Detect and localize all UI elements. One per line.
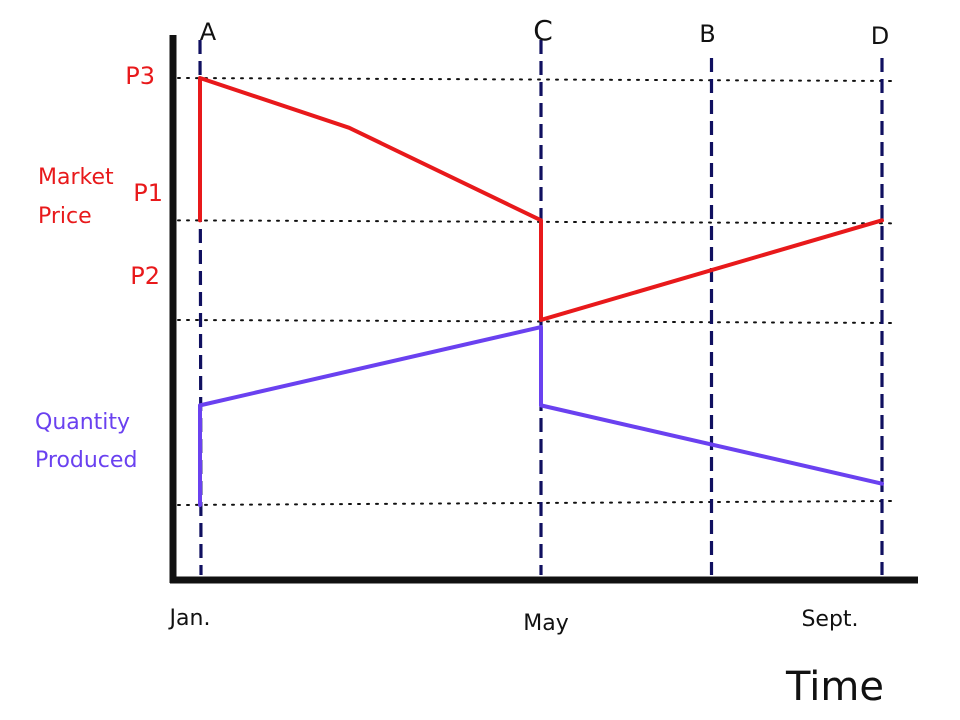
reference-line-p3 <box>177 77 896 82</box>
y-level-label-p3: P3 <box>125 62 155 90</box>
series-line-market-price <box>198 76 884 322</box>
reference-line-baseline <box>177 500 896 506</box>
reference-line-p1 <box>177 219 896 225</box>
series-line-quantity-produced <box>198 325 884 507</box>
marker-label-d: D <box>871 22 889 50</box>
labels: A C B D P3 P1 P2 Market Price Quantity Produced Jan… <box>35 14 889 710</box>
x-tick-label-may: May <box>523 611 568 636</box>
x-tick-label-sept: Sept. <box>801 607 858 632</box>
reference-line-p2 <box>177 318 896 324</box>
series-label-market-price-line1: Market <box>38 165 114 190</box>
x-axis-title: Time <box>785 664 884 710</box>
marker-label-b: B <box>699 20 715 48</box>
axes <box>169 35 918 584</box>
reference-lines <box>177 77 896 506</box>
y-level-label-p2: P2 <box>130 262 160 290</box>
series-label-quantity-produced-line2: Produced <box>35 448 137 473</box>
series-label-market-price-line2: Price <box>38 204 92 229</box>
series-layer <box>198 76 884 507</box>
series-label-quantity-produced-line1: Quantity <box>35 410 130 435</box>
y-level-label-p1: P1 <box>133 179 163 207</box>
marker-label-c: C <box>533 14 553 47</box>
marker-label-a: A <box>200 18 217 46</box>
x-tick-label-jan: Jan. <box>168 606 211 631</box>
